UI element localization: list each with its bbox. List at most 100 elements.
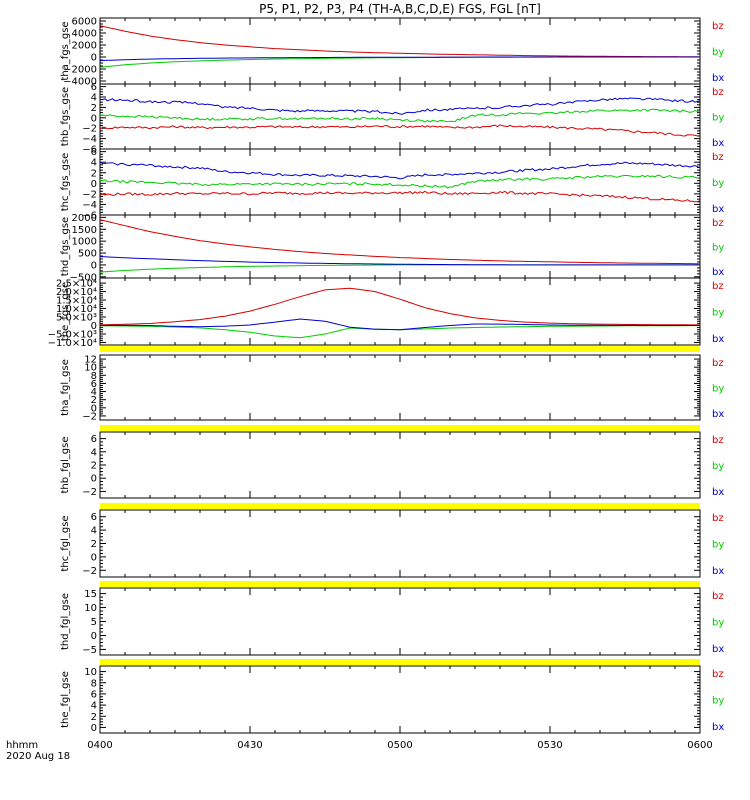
- y-tick-label: −2: [82, 124, 97, 135]
- legend-bx: bx: [712, 566, 724, 577]
- y-tick-label: 8: [91, 678, 97, 689]
- y-axis-label: the_fgs_gse: [60, 282, 71, 341]
- y-tick-label: 0: [91, 53, 97, 64]
- y-tick-label: 4: [91, 93, 97, 104]
- panel-frame: [99, 214, 701, 279]
- panel-frame: [99, 354, 701, 421]
- y-tick-label: 2: [91, 395, 97, 406]
- y-tick-label: −2: [82, 189, 97, 200]
- y-tick-label: −4: [82, 134, 97, 145]
- y-axis-label: thb_fgs_gse: [60, 87, 71, 146]
- panel-frame: [99, 148, 701, 216]
- legend-by: by: [712, 540, 724, 551]
- legend-by: by: [712, 47, 724, 58]
- y-axis-label: thc_fgl_gse: [60, 515, 71, 571]
- y-tick-label: −4000: [63, 77, 97, 88]
- y-tick-label: −2: [82, 566, 97, 577]
- y-tick-label: 0: [91, 723, 97, 734]
- series-line-by: [99, 325, 700, 339]
- series-line-bz: [99, 124, 701, 137]
- series-line-bz: [99, 219, 700, 265]
- y-tick-label: 4000: [72, 29, 97, 40]
- x-axis-ticks: 0400 0430 0500 0530 0600: [87, 740, 712, 751]
- y-tick-label: 15: [84, 589, 97, 600]
- y-tick-label: −2: [82, 487, 97, 498]
- x-tick-label: 0500: [387, 740, 412, 751]
- series-line-by: [99, 108, 701, 123]
- series-line-bz: [99, 190, 701, 203]
- date-label: 2020 Aug 18: [6, 751, 70, 762]
- y-tick-label: 1000: [72, 237, 97, 248]
- y-tick-label: −2000: [63, 65, 97, 76]
- legend-by: by: [712, 384, 724, 395]
- legend-bz: bz: [712, 591, 724, 602]
- y-tick-label: −500: [70, 272, 97, 283]
- y-tick-label: 2: [91, 461, 97, 472]
- series-line-bx: [99, 256, 700, 266]
- panel-thb_fgl_gse: 6 4 2 0 −2 thb_fgl_gse bz by bx: [60, 431, 724, 499]
- y-tick-label: −6: [82, 211, 97, 222]
- legend-by: by: [712, 461, 724, 472]
- x-tick-label: 0600: [687, 740, 712, 751]
- series-line-bx: [99, 161, 701, 180]
- y-tick-label: 1500: [72, 225, 97, 236]
- y-tick-label: 4: [91, 447, 97, 458]
- legend-bx: bx: [712, 487, 724, 498]
- panel-frame: [99, 509, 701, 578]
- data-gap-bar: [100, 581, 700, 587]
- y-tick-label: 4: [91, 387, 97, 398]
- y-tick-label: 2: [91, 539, 97, 550]
- panel-frame: [99, 665, 701, 734]
- series-line-bz: [99, 25, 700, 58]
- legend-bz: bz: [712, 218, 724, 229]
- panel-thc_fgl_gse: 6 4 2 0 −2 thc_fgl_gse bz by bx: [60, 509, 724, 578]
- series-line-by: [99, 174, 701, 189]
- y-tick-label: 10: [84, 667, 97, 678]
- series-line-bz: [99, 287, 700, 326]
- x-tick-label: 0530: [537, 740, 562, 751]
- y-tick-label: 6: [91, 689, 97, 700]
- panel-thd_fgl_gse: 15 10 5 0 −5 thd_fgl_gse bz by bx: [60, 587, 724, 656]
- y-tick-label: 6000: [72, 17, 97, 28]
- y-tick-label: 5.0×10³: [56, 313, 97, 324]
- legend-by: by: [712, 618, 724, 629]
- y-tick-label: 12: [84, 355, 97, 366]
- legend-by: by: [712, 308, 724, 319]
- y-tick-label: −6: [82, 145, 97, 156]
- panel-the_fgs_gse: 2.5×10⁴2.0×10⁴1.5×10⁴1.0×10⁴5.0×10³0−5.0…: [48, 277, 724, 349]
- y-tick-label: 500: [78, 249, 97, 260]
- legend-bz: bz: [712, 669, 724, 680]
- y-tick-label: 6: [91, 379, 97, 390]
- chart-title: P5, P1, P2, P3, P4 (TH-A,B,C,D,E) FGS, F…: [259, 2, 541, 16]
- y-tick-label: 2: [91, 168, 97, 179]
- y-tick-label: 0: [91, 260, 97, 271]
- y-tick-label: 4: [91, 526, 97, 537]
- y-tick-label: 2: [91, 103, 97, 114]
- y-tick-label: 2.5×10⁴: [56, 279, 97, 290]
- legend-by: by: [712, 243, 724, 254]
- y-tick-label: −1.0×10⁴: [48, 338, 97, 349]
- y-tick-label: 0: [91, 552, 97, 563]
- data-gap-bar: [100, 425, 700, 431]
- data-gap-bar: [100, 659, 700, 665]
- y-tick-label: 2.0×10⁴: [56, 287, 97, 298]
- series-line-bx: [99, 97, 701, 115]
- y-tick-label: 10: [84, 363, 97, 374]
- panel-frame: [99, 83, 701, 150]
- legend-bz: bz: [712, 87, 724, 98]
- y-axis-label: thb_fgl_gse: [60, 437, 71, 494]
- y-tick-label: 6: [91, 512, 97, 523]
- y-tick-label: −5: [82, 645, 97, 656]
- y-tick-label: 2000: [72, 41, 97, 52]
- legend-bz: bz: [712, 152, 724, 163]
- y-axis-label: thd_fgl_gse: [60, 593, 71, 650]
- y-tick-label: 6: [91, 82, 97, 93]
- y-tick-label: 0: [91, 474, 97, 485]
- y-tick-label: 0: [91, 631, 97, 642]
- legend-bx: bx: [712, 204, 724, 215]
- legend-bz: bz: [712, 435, 724, 446]
